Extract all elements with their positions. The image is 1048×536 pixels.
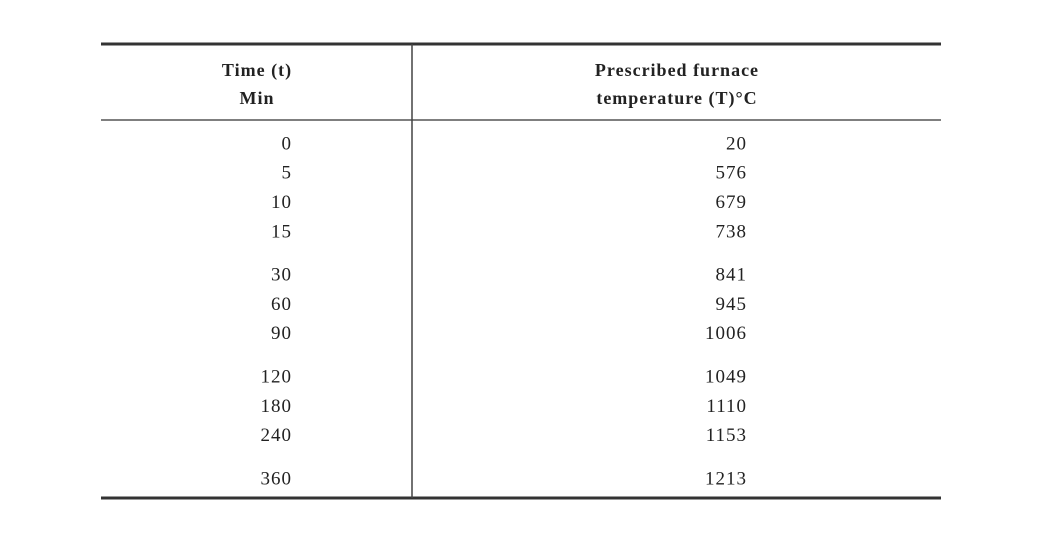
temperature-cell: 945	[716, 294, 748, 315]
time-cell: 360	[261, 468, 293, 489]
temperature-cell: 1110	[706, 396, 747, 417]
header-cell: Min	[239, 88, 274, 108]
time-cell: 90	[271, 323, 292, 344]
temperature-cell: 576	[716, 163, 748, 184]
temperature-cell: 1049	[705, 366, 747, 387]
header-cell: Prescribed furnace	[595, 60, 759, 80]
temperature-cell: 1006	[705, 323, 747, 344]
temperature-cell: 1153	[706, 425, 747, 446]
temperature-cell: 738	[716, 221, 748, 242]
temperature-cell: 1213	[705, 468, 747, 489]
time-cell: 0	[282, 133, 293, 154]
temperature-cell: 20	[726, 133, 747, 154]
time-cell: 30	[271, 265, 292, 286]
time-cell: 240	[261, 425, 293, 446]
time-cell: 60	[271, 294, 292, 315]
time-cell: 10	[271, 192, 292, 213]
temperature-cell: 679	[716, 192, 748, 213]
temperature-cell: 841	[716, 265, 748, 286]
time-cell: 15	[271, 221, 292, 242]
time-cell: 120	[261, 366, 293, 387]
time-cell: 5	[282, 163, 293, 184]
header-cell: Time (t)	[222, 60, 292, 81]
header-cell: temperature (T)°C	[596, 88, 757, 109]
time-cell: 180	[261, 396, 293, 417]
